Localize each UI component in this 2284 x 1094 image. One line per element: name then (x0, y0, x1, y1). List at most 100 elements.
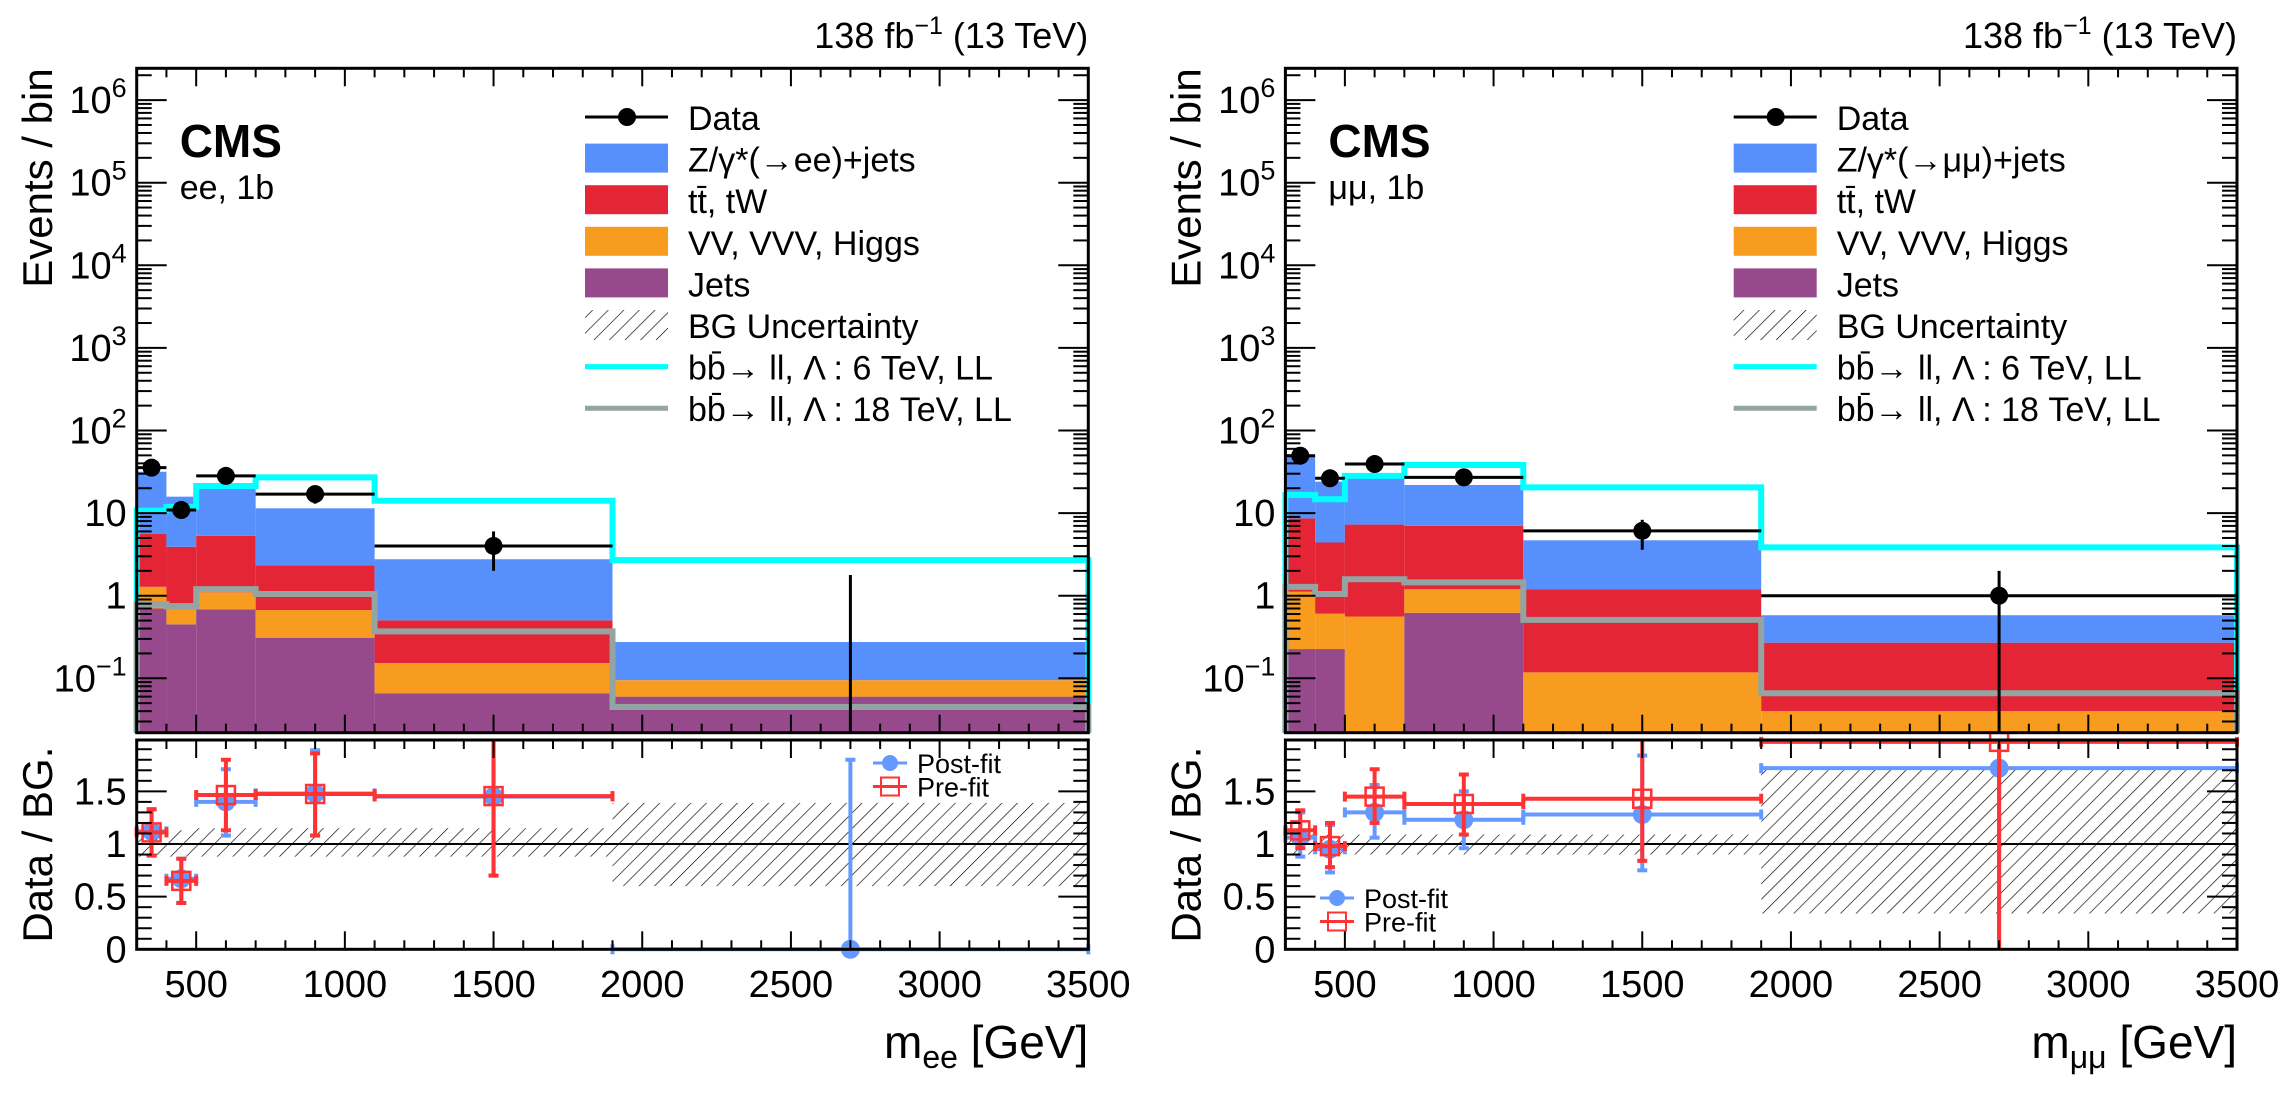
ratio-y-tick-label: 1.5 (74, 771, 127, 813)
prefit-point (1319, 835, 1341, 857)
ratio-y-tick-label: 0.5 (74, 877, 127, 919)
x-axis-title: mμμ [GeV] (2031, 1016, 2237, 1075)
data-point (484, 536, 503, 555)
legend-label: Data (688, 100, 760, 138)
y-tick-label: 1 (106, 576, 127, 618)
y-tick-label: 10 (1233, 493, 1275, 535)
legend-label: tt̄, tW (1837, 183, 1916, 221)
stack-bar-tt (374, 620, 613, 664)
prefit-point (1290, 820, 1311, 841)
legend-data-marker (1766, 108, 1785, 126)
ratio-y-tick-label: 1 (106, 824, 127, 866)
x-title-subscript: ee (922, 1039, 958, 1075)
y-tick-base: 1 (106, 576, 127, 618)
stack-bar-jets (196, 609, 256, 733)
stack-bar-vv (196, 592, 256, 610)
legend-label: bb̄→ ll, Λ : 6 TeV, LL (688, 350, 993, 388)
stack-bar-dy (255, 508, 375, 566)
y-tick-base: 10 (69, 80, 111, 122)
legend-jets-swatch (1733, 268, 1817, 298)
data-point (1321, 469, 1340, 488)
y-tick-label: 105 (1218, 156, 1275, 205)
stack-bar-tt (1404, 525, 1524, 590)
x-tick-label: 1500 (1600, 964, 1685, 1006)
cms-logo-text: CMS (1328, 115, 1430, 167)
y-tick-base: 10 (1218, 328, 1260, 370)
stack-bar-dy (196, 488, 256, 536)
luminosity-label: 138 fb−1 (13 TeV) (814, 12, 1088, 56)
y-tick-exponent: 6 (1260, 73, 1275, 103)
stack-bar-tt (1344, 524, 1405, 617)
x-tick-label: 2000 (600, 964, 685, 1006)
legend-label: Z/γ*(→ee)+jets (688, 142, 916, 180)
x-tick-label: 500 (164, 964, 227, 1006)
ee-channel-plot: 500 1000 1500 2000 2500 3000 350010−1110102103… (14, 12, 1131, 1075)
stack-bar-vv (1344, 616, 1405, 733)
y-tick-label: 106 (1218, 73, 1275, 122)
ratio-panel (1283, 731, 2239, 950)
data-point (306, 485, 325, 504)
x-tick-label: 1000 (303, 964, 388, 1006)
prefit-point (171, 870, 192, 892)
y-tick-label: 106 (69, 73, 126, 122)
y-tick-label: 102 (69, 404, 126, 453)
legend-label: Jets (1837, 266, 1899, 304)
stack-bar-dy (136, 471, 167, 535)
stack-bar-tt (255, 565, 375, 611)
legend-label: bb̄→ ll, Λ : 6 TeV, LL (1837, 350, 2142, 388)
ratio-legend-label: Post-fit (1364, 884, 1449, 914)
ratio-legend-label: Pre-fit (1364, 908, 1437, 938)
stack-bar-vv (374, 663, 613, 694)
y-tick-base: 10 (1233, 493, 1275, 535)
x-tick-label: 3500 (2195, 964, 2280, 1006)
y-tick-exponent: −1 (96, 651, 127, 681)
data-point (1365, 455, 1384, 474)
y-tick-base: 10 (1218, 411, 1260, 453)
channel-label: μμ, 1b (1328, 169, 1424, 207)
channel-label: ee, 1b (180, 169, 275, 207)
legend-tt-swatch (1733, 185, 1817, 215)
legend-label: BG Uncertainty (688, 308, 919, 346)
lumi-value: 138 fb (1963, 15, 2063, 56)
ratio-y-axis-title: Data / BG. (1163, 747, 1210, 943)
legend-vv-swatch (1733, 226, 1817, 256)
data-point (1633, 521, 1652, 540)
y-tick-base: 10 (69, 411, 111, 453)
data-point (216, 466, 235, 485)
prefit-point (304, 783, 326, 805)
background-stack (136, 471, 1089, 733)
y-tick-label: 104 (1218, 238, 1275, 287)
y-tick-exponent: 2 (112, 404, 127, 434)
data-point (172, 501, 191, 520)
legend-label: Data (1837, 100, 1909, 138)
lumi-energy: (13 TeV) (2092, 15, 2237, 56)
y-tick-base: 10 (54, 658, 96, 700)
legend-dy-swatch (1733, 143, 1817, 173)
y-tick-base: 10 (69, 328, 111, 370)
y-tick-exponent: 3 (1260, 321, 1275, 351)
y-tick-label: 10−1 (1202, 651, 1275, 700)
x-title-main: m (884, 1016, 922, 1068)
stack-bar-tt (136, 534, 167, 587)
ratio-y-tick-label: 1.5 (1223, 771, 1276, 813)
y-tick-label: 10−1 (54, 651, 127, 700)
lumi-value: 138 fb (814, 15, 914, 56)
y-tick-label: 102 (1218, 404, 1275, 453)
legend-label: VV, VVV, Higgs (688, 225, 920, 263)
legend-label: tt̄, tW (688, 183, 767, 221)
stack-bar-jets (136, 608, 167, 733)
stack-bar-vv (1404, 589, 1524, 613)
x-tick-label: 2500 (749, 964, 834, 1006)
lumi-exponent: −1 (914, 12, 943, 40)
stack-bar-tt (196, 535, 256, 593)
cms-logo-text: CMS (180, 115, 282, 167)
data-point (1454, 468, 1473, 487)
stack-bar-tt (1315, 542, 1345, 614)
ratio-y-tick-label: 0.5 (1223, 877, 1276, 919)
stack-bar-dy (1404, 484, 1524, 526)
ratio-legend-postfit-marker (882, 755, 898, 771)
